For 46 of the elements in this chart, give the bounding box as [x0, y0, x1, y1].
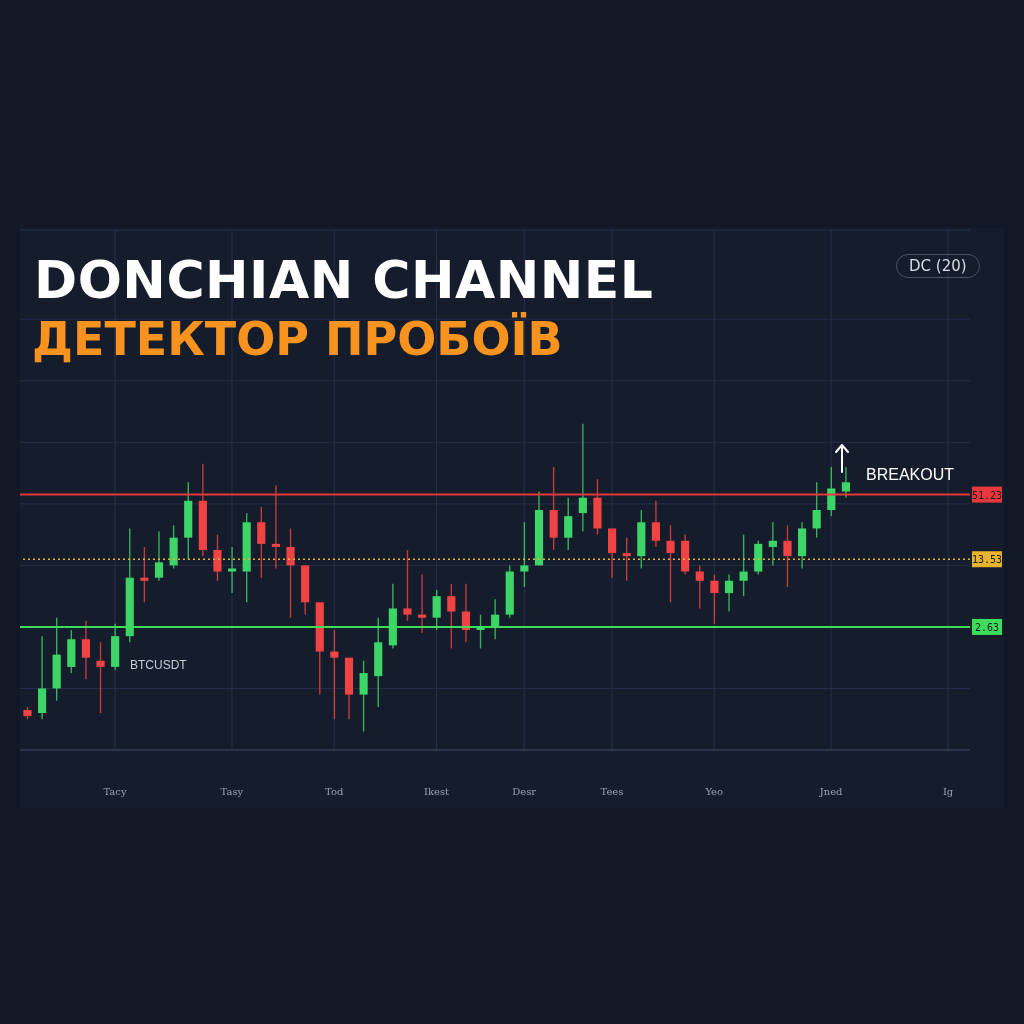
candlestick [213, 533, 222, 582]
x-tick-label: Ikest [424, 786, 450, 798]
x-tick-label: Tasy [220, 786, 244, 798]
x-tick-label: Tacy [103, 786, 127, 798]
chart-subtitle: ДЕТЕКТОР ПРОБОЇВ [32, 312, 563, 366]
candlestick [286, 527, 295, 619]
candlestick [81, 620, 90, 680]
text: 13.53 [971, 554, 1003, 566]
x-tick-label: Desr [512, 786, 537, 798]
candlestick [578, 423, 587, 533]
x-tick-label: Yeo [704, 786, 724, 798]
candlestick [724, 573, 734, 613]
candlestick [359, 660, 368, 733]
candlestick [432, 589, 441, 631]
candlestick [228, 546, 237, 594]
text: 2.63 [974, 621, 1000, 633]
x-tick-label: Tod [325, 786, 344, 798]
text: DC (20) [896, 254, 980, 278]
annotation: BTCUSDT [130, 658, 187, 672]
candlestick [330, 629, 339, 720]
candlestick [520, 521, 529, 588]
candlestick [154, 530, 164, 582]
candlestick [666, 524, 675, 604]
candlestick [812, 481, 821, 539]
candlestick [695, 564, 704, 610]
candlestick [710, 573, 719, 625]
candlestick [257, 506, 266, 579]
candlestick [418, 573, 427, 634]
candlestick [564, 496, 573, 551]
annotation: BREAKOUT [866, 466, 955, 484]
x-tick-label: Ig [942, 786, 954, 798]
candlestick [447, 583, 456, 650]
x-tick-label: Jned [818, 786, 844, 798]
candlestick [651, 500, 660, 548]
candlestick [768, 521, 777, 567]
candlestick [827, 466, 836, 517]
text: 51.23 [971, 489, 1003, 501]
candlestick [739, 533, 748, 597]
x-tick-label: Tees [600, 786, 624, 798]
candlestick [403, 549, 412, 622]
candlestick [140, 546, 149, 604]
chart-title: DONCHIAN CHANNEL [34, 250, 654, 310]
candlestick [841, 466, 850, 499]
candlestick [96, 641, 105, 714]
candlestick [622, 536, 631, 582]
candlestick [783, 524, 792, 588]
